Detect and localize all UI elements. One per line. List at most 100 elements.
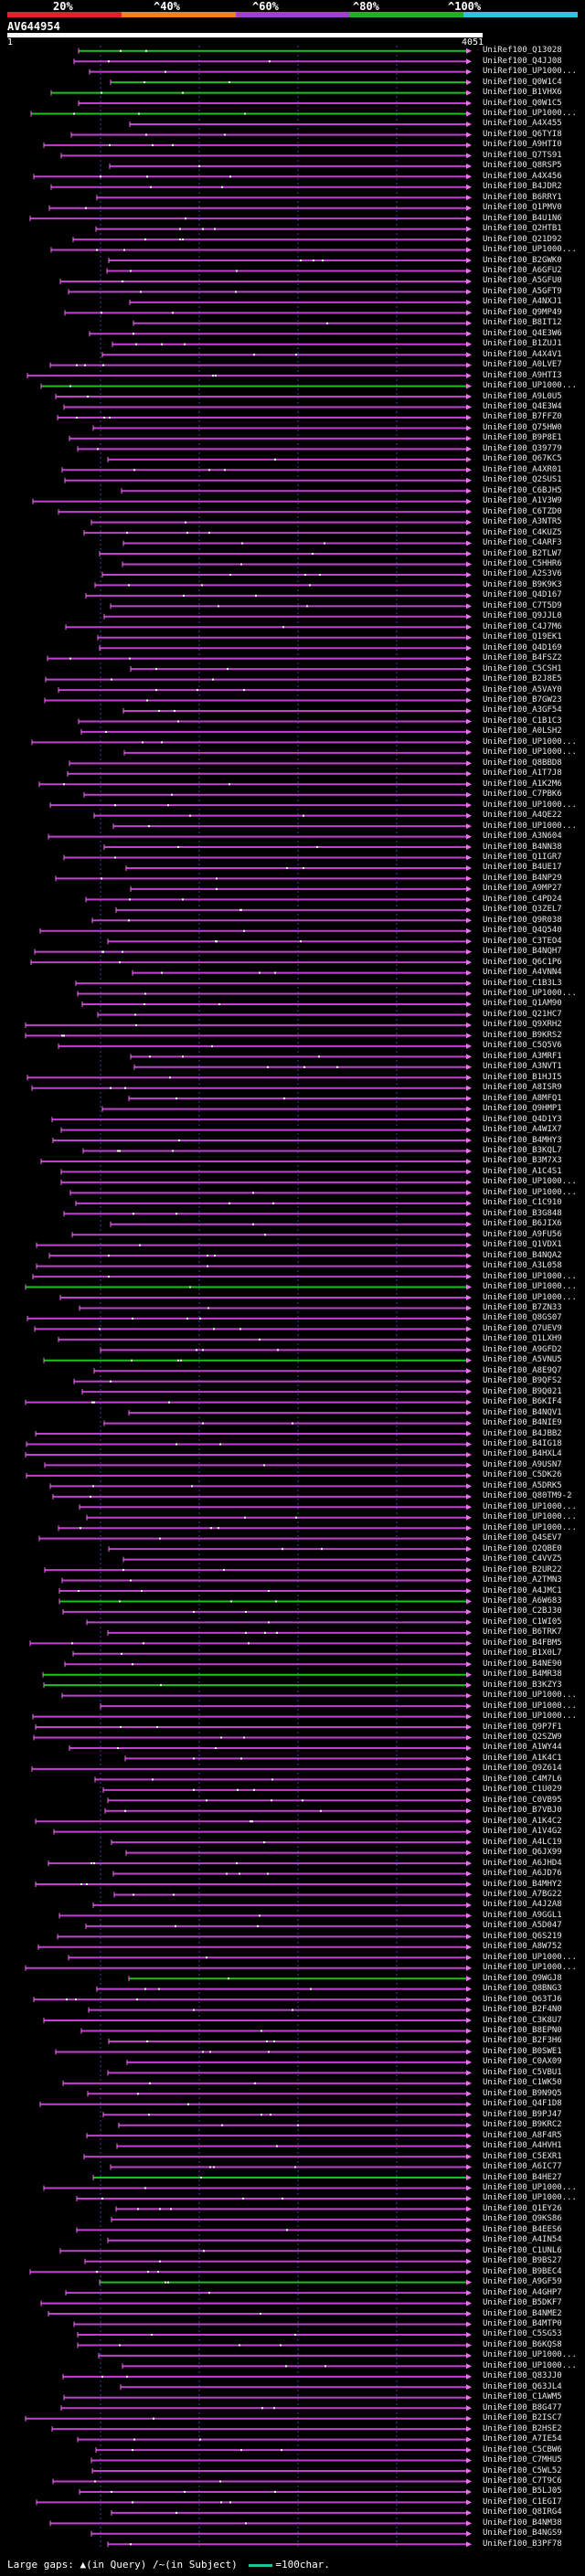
hit-label[interactable]: UniRef100_B8IT12 <box>483 318 562 328</box>
hit-label[interactable]: UniRef100_Q21D92 <box>483 234 562 244</box>
hit-label[interactable]: UniRef100_Q4D1Y3 <box>483 1114 562 1124</box>
hit-label[interactable]: UniRef100_A0LVE7 <box>483 360 562 370</box>
hit-label[interactable]: UniRef100_B4MHY2 <box>483 1879 562 1889</box>
hit-label[interactable]: UniRef100_Q2HTB1 <box>483 224 562 234</box>
hit-label[interactable]: UniRef100_B7FFZ0 <box>483 412 562 422</box>
hit-label[interactable]: UniRef100_A4HVH1 <box>483 2141 562 2151</box>
hit-label[interactable]: UniRef100_Q6TYI8 <box>483 129 562 139</box>
hit-label[interactable]: UniRef100_A8ISR9 <box>483 1083 562 1093</box>
hit-label[interactable]: UniRef100_A5VNU5 <box>483 1355 562 1365</box>
hit-label[interactable]: UniRef100_A6GFU2 <box>483 265 562 275</box>
hit-label[interactable]: UniRef100_UP1000... <box>483 2182 577 2192</box>
hit-label[interactable]: UniRef100_Q9P7F1 <box>483 1722 562 1732</box>
hit-label[interactable]: UniRef100_B4FBM5 <box>483 1638 562 1648</box>
hit-label[interactable]: UniRef100_B7ZN33 <box>483 1302 562 1312</box>
hit-label[interactable]: UniRef100_C0VB95 <box>483 1795 562 1805</box>
hit-label[interactable]: UniRef100_A9HTI0 <box>483 140 562 150</box>
hit-label[interactable]: UniRef100_C1UNL6 <box>483 2245 562 2255</box>
hit-label[interactable]: UniRef100_Q1PMV0 <box>483 203 562 213</box>
hit-label[interactable]: UniRef100_B5DKF7 <box>483 2298 562 2308</box>
hit-label[interactable]: UniRef100_C7MHU5 <box>483 2455 562 2465</box>
hit-label[interactable]: UniRef100_B6JIX6 <box>483 1219 562 1229</box>
hit-label[interactable]: UniRef100_C5CBW6 <box>483 2444 562 2454</box>
hit-label[interactable]: UniRef100_UP1000... <box>483 2360 577 2370</box>
hit-label[interactable]: UniRef100_B7VBJ0 <box>483 1806 562 1816</box>
hit-label[interactable]: UniRef100_C7T5D9 <box>483 600 562 610</box>
hit-label[interactable]: UniRef100_Q8GS07 <box>483 1313 562 1323</box>
hit-label[interactable]: UniRef100_B3G848 <box>483 1208 562 1218</box>
hit-label[interactable]: UniRef100_B6KQS8 <box>483 2339 562 2349</box>
hit-label[interactable]: UniRef100_UP1000... <box>483 381 577 391</box>
hit-label[interactable]: UniRef100_A4X455 <box>483 119 562 129</box>
hit-label[interactable]: UniRef100_A8F4R5 <box>483 2130 562 2140</box>
hit-label[interactable]: UniRef100_Q4Q540 <box>483 926 562 936</box>
hit-label[interactable]: UniRef100_C7PBK6 <box>483 790 562 800</box>
hit-label[interactable]: UniRef100_C5CSH1 <box>483 663 562 673</box>
hit-label[interactable]: UniRef100_B6RRY1 <box>483 192 562 202</box>
hit-label[interactable]: UniRef100_Q19EK1 <box>483 632 562 642</box>
hit-label[interactable]: UniRef100_B5LJ05 <box>483 2486 562 2496</box>
hit-label[interactable]: UniRef100_Q63TJ6 <box>483 1994 562 2004</box>
hit-label[interactable]: UniRef100_A3L058 <box>483 1261 562 1271</box>
hit-label[interactable]: UniRef100_UP1000... <box>483 1292 577 1302</box>
hit-label[interactable]: UniRef100_B9KRS2 <box>483 1030 562 1040</box>
hit-label[interactable]: UniRef100_B9K9K3 <box>483 579 562 589</box>
hit-label[interactable]: UniRef100_A1K2M6 <box>483 779 562 789</box>
hit-label[interactable]: UniRef100_B3M7X3 <box>483 1156 562 1166</box>
hit-label[interactable]: UniRef100_C0AX09 <box>483 2057 562 2067</box>
hit-label[interactable]: UniRef100_B9BS27 <box>483 2256 562 2266</box>
hit-label[interactable]: UniRef100_C4M7L6 <box>483 1774 562 1784</box>
hit-label[interactable]: UniRef100_UP1000... <box>483 1522 577 1532</box>
hit-label[interactable]: UniRef100_A1K4C2 <box>483 1816 562 1826</box>
hit-label[interactable]: UniRef100_B2F3H6 <box>483 2036 562 2046</box>
hit-label[interactable]: UniRef100_Q9MP49 <box>483 307 562 317</box>
hit-label[interactable]: UniRef100_A4LC19 <box>483 1837 562 1847</box>
hit-label[interactable]: UniRef100_C1EGI7 <box>483 2496 562 2507</box>
hit-label[interactable]: UniRef100_UP1000... <box>483 737 577 747</box>
hit-label[interactable]: UniRef100_A9GGL1 <box>483 1910 562 1920</box>
hit-label[interactable]: UniRef100_Q8RSP5 <box>483 161 562 171</box>
hit-label[interactable]: UniRef100_C1C910 <box>483 1198 562 1208</box>
hit-label[interactable]: UniRef100_B9PJ47 <box>483 2109 562 2119</box>
hit-label[interactable]: UniRef100_Q4D169 <box>483 642 562 652</box>
hit-label[interactable]: UniRef100_B4JDR2 <box>483 182 562 192</box>
hit-label[interactable]: UniRef100_Q4E3W4 <box>483 402 562 412</box>
hit-label[interactable]: UniRef100_B4MHY3 <box>483 1135 562 1145</box>
hit-label[interactable]: UniRef100_C4KUZ5 <box>483 527 562 537</box>
hit-label[interactable]: UniRef100_B6KIF4 <box>483 1397 562 1407</box>
hit-label[interactable]: UniRef100_Q75HW0 <box>483 422 562 432</box>
hit-label[interactable]: UniRef100_B2HSE2 <box>483 2423 562 2433</box>
hit-label[interactable]: UniRef100_Q2SZW9 <box>483 1733 562 1742</box>
hit-label[interactable]: UniRef100_B4U1N6 <box>483 213 562 223</box>
hit-label[interactable]: UniRef100_A1C4S1 <box>483 1166 562 1176</box>
hit-label[interactable]: UniRef100_A7BG22 <box>483 1889 562 1899</box>
hit-label[interactable]: UniRef100_B9P8E1 <box>483 433 562 443</box>
hit-label[interactable]: UniRef100_A6W683 <box>483 1595 562 1606</box>
hit-label[interactable]: UniRef100_Q0W1C4 <box>483 77 562 87</box>
hit-label[interactable]: UniRef100_A8E9Q7 <box>483 1365 562 1375</box>
hit-label[interactable]: UniRef100_B3KQL7 <box>483 1145 562 1155</box>
hit-label[interactable]: UniRef100_B4NP29 <box>483 873 562 883</box>
hit-label[interactable]: UniRef100_B2UR22 <box>483 1564 562 1574</box>
hit-label[interactable]: UniRef100_A9FU56 <box>483 1229 562 1239</box>
hit-label[interactable]: UniRef100_Q4SEV7 <box>483 1533 562 1543</box>
hit-label[interactable]: UniRef100_B4NGS9 <box>483 2528 562 2539</box>
hit-label[interactable]: UniRef100_B8EPN0 <box>483 2026 562 2035</box>
hit-label[interactable]: UniRef100_UP1000... <box>483 747 577 758</box>
hit-label[interactable]: UniRef100_UP1000... <box>483 1177 577 1187</box>
hit-label[interactable]: UniRef100_C5SG53 <box>483 2329 562 2339</box>
hit-label[interactable]: UniRef100_C2BJ30 <box>483 1606 562 1617</box>
hit-label[interactable]: UniRef100_B4IG18 <box>483 1439 562 1448</box>
hit-label[interactable]: UniRef100_A6IC77 <box>483 2162 562 2172</box>
hit-label[interactable]: UniRef100_Q83JJ0 <box>483 2371 562 2381</box>
hit-label[interactable]: UniRef100_Q0W1C5 <box>483 98 562 108</box>
hit-label[interactable]: UniRef100_Q21HC7 <box>483 1009 562 1019</box>
hit-label[interactable]: UniRef100_B4MTP0 <box>483 2319 562 2328</box>
hit-label[interactable]: UniRef100_B4MR38 <box>483 1670 562 1680</box>
hit-label[interactable]: UniRef100_C1AWM5 <box>483 2392 562 2402</box>
hit-label[interactable]: UniRef100_B9KRC2 <box>483 2120 562 2130</box>
hit-label[interactable]: UniRef100_Q63JL4 <box>483 2381 562 2391</box>
hit-label[interactable]: UniRef100_B4JBB2 <box>483 1428 562 1438</box>
hit-label[interactable]: UniRef100_C4PD24 <box>483 894 562 904</box>
hit-label[interactable]: UniRef100_Q7TS91 <box>483 150 562 160</box>
